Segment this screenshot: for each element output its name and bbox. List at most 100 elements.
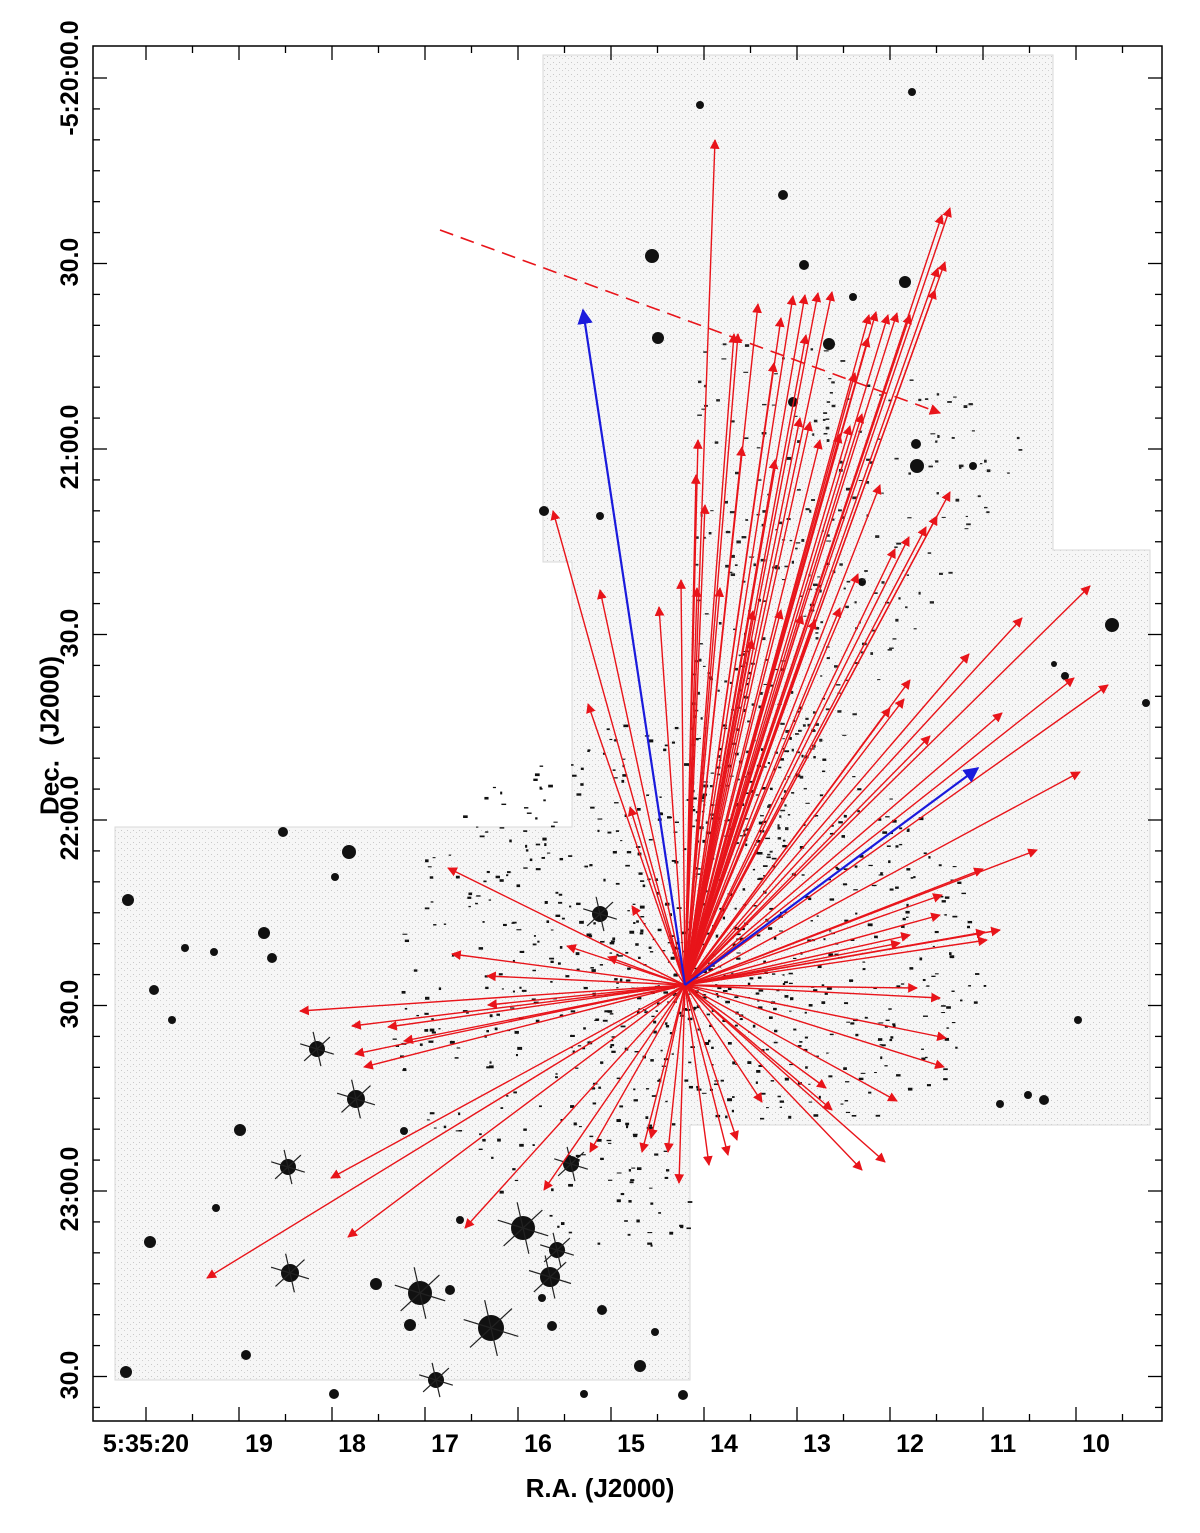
outflow-arrow	[684, 446, 746, 986]
outflow-arrow	[684, 609, 784, 986]
outflow-arrow	[654, 606, 686, 986]
outflow-arrow	[684, 984, 827, 1089]
outflow-arrow	[684, 867, 984, 986]
outflow-arrow	[684, 984, 886, 1163]
outflow-arrow	[684, 936, 988, 986]
outflow-arrow	[589, 984, 686, 1153]
outflow-arrow	[639, 984, 686, 1153]
outflow-arrow	[363, 984, 686, 1070]
outflow-arrow	[664, 984, 686, 1153]
outflow-arrow	[684, 912, 941, 986]
x-tick-label: 17	[431, 1430, 459, 1458]
outflow-arrow	[684, 139, 720, 986]
outflow-arrow	[684, 653, 970, 986]
outflow-arrow	[684, 984, 863, 1171]
outflow-arrows	[206, 139, 1109, 1279]
outflow-arrow	[684, 984, 739, 1141]
outflow-arrow	[347, 984, 686, 1238]
x-tick-label: 12	[896, 1430, 924, 1458]
outflow-arrow	[447, 867, 686, 986]
outflow-arrow	[684, 698, 905, 986]
x-axis-label: R.A. (J2000)	[525, 1473, 675, 1503]
outflow-arrow	[631, 905, 686, 986]
x-tick-label: 13	[803, 1430, 831, 1458]
outflow-arrow	[387, 984, 686, 1031]
outflow-arrow	[684, 619, 817, 986]
outflow-arrow	[684, 433, 843, 986]
field-stars	[120, 88, 1150, 1400]
outflow-arrow	[330, 984, 686, 1179]
x-tick-label: 15	[617, 1430, 645, 1458]
x-tick-label: 18	[338, 1430, 366, 1458]
outflow-arrow	[550, 510, 686, 986]
outflow-arrow	[607, 955, 686, 986]
outflow-arrow	[487, 984, 686, 1009]
outflow-arrow	[684, 984, 731, 1156]
y-tick-label: 22:00.0	[56, 776, 84, 861]
outflow-arrow	[684, 417, 804, 986]
outflow-arrow	[486, 971, 686, 986]
outflow-arrow	[684, 984, 898, 1102]
outflow-arrow	[684, 515, 938, 986]
outflow-arrow	[684, 484, 882, 986]
y-tick-label: 30.0	[56, 238, 84, 287]
outflow-arrow	[684, 439, 823, 986]
outflow-arrow	[684, 982, 918, 993]
outflow-arrow	[684, 984, 945, 1070]
outflow-arrow	[684, 587, 702, 986]
outflow-arrow	[684, 984, 713, 1166]
outflow-arrow	[684, 536, 910, 986]
outflow-arrow	[684, 735, 931, 986]
outflow-arrow	[684, 610, 757, 986]
outflow-arrow	[684, 712, 1003, 986]
outflow-arrow	[684, 617, 1023, 986]
outflow-arrow	[684, 607, 842, 986]
outflow-arrow	[684, 614, 805, 986]
outflow-arrow	[684, 504, 710, 986]
outflow-arrow	[451, 950, 686, 986]
outflow-arrow	[627, 806, 686, 986]
outflow-arrow	[648, 984, 686, 1139]
axis-ticks	[93, 46, 1162, 1421]
outflow-arrow	[206, 984, 686, 1279]
y-tick-label: 30.0	[56, 1351, 84, 1400]
x-tick-label: 11	[990, 1430, 1017, 1458]
outflow-arrow	[543, 984, 686, 1191]
outflow-arrow	[597, 589, 686, 986]
outflow-arrow	[684, 587, 725, 986]
x-tick-label: 10	[1082, 1430, 1110, 1458]
outflow-arrow	[684, 984, 763, 1103]
x-tick-labels: 5:35:20 19 18 17 16 15 14 13 12 11 10	[103, 1430, 1110, 1458]
outflow-arrow	[684, 585, 1091, 986]
outflow-arrow	[684, 984, 947, 1042]
x-tick-label: 19	[245, 1430, 273, 1458]
outflow-arrow	[684, 984, 941, 1003]
y-tick-label: 23:00.0	[56, 1147, 84, 1232]
outflow-arrow	[676, 579, 686, 986]
blue-arrow-northwest	[684, 767, 980, 986]
outflow-arrow	[684, 474, 701, 986]
outflow-arrow	[684, 928, 986, 986]
outflow-arrow	[684, 684, 1109, 986]
outflow-arrow	[684, 291, 835, 986]
image-mosaic	[114, 54, 1151, 1381]
outflow-arrow	[684, 314, 912, 986]
outflow-arrow	[684, 771, 1081, 986]
outflow-arrow	[684, 939, 901, 986]
outflow-arrow	[684, 295, 797, 986]
outflow-arrow	[684, 707, 891, 986]
outflow-arrow	[403, 984, 686, 1045]
y-axis-label: Dec. (J2000)	[34, 656, 65, 815]
outflow-arrow	[684, 677, 1075, 986]
outflow-arrow	[684, 548, 896, 986]
outflow-arrow	[464, 984, 686, 1229]
x-tick-label: 5:35:20	[103, 1430, 189, 1458]
outflow-arrow	[299, 984, 686, 1016]
outflow-arrow	[684, 893, 943, 986]
y-tick-labels: -5:20:00.0 30.0 21:00.0 30.0 22:00.0 30.…	[56, 20, 84, 1399]
outflow-arrow	[684, 459, 779, 986]
y-tick-label: 21:00.0	[56, 405, 84, 490]
y-tick-label: 30.0	[56, 980, 84, 1029]
